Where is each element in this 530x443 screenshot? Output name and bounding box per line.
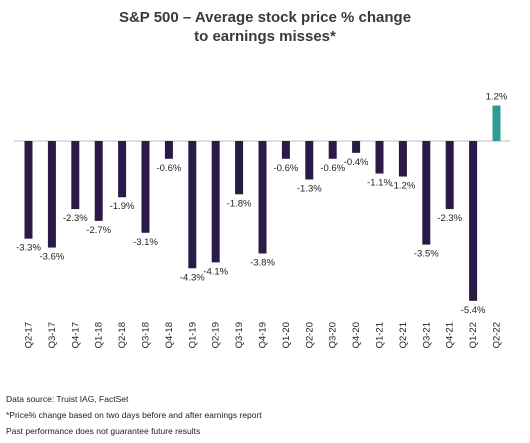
footnote-disclaimer: Past performance does not guarantee futu… [6, 426, 201, 436]
x-tick-label: Q3-19 [234, 322, 245, 348]
bar [328, 141, 337, 159]
bar [235, 141, 244, 195]
data-label: -5.4% [461, 305, 486, 316]
data-label: -3.3% [16, 243, 41, 254]
bar [118, 141, 127, 198]
bar [375, 141, 384, 174]
data-label: -1.2% [390, 181, 415, 192]
bar [469, 141, 478, 301]
data-label: -0.6% [320, 163, 345, 174]
x-tick-label: Q1-18 [94, 322, 105, 348]
bar [164, 141, 173, 159]
bar [445, 141, 454, 210]
x-tick-label: Q1-21 [375, 322, 386, 348]
data-label: -2.3% [63, 213, 88, 224]
x-tick-label: Q1-19 [187, 322, 198, 348]
bar [352, 141, 361, 153]
bar [305, 141, 314, 180]
x-tick-label: Q4-20 [351, 322, 362, 348]
x-tick-label: Q3-17 [47, 322, 58, 348]
x-tick-label: Q2-17 [24, 322, 35, 348]
bar [24, 141, 33, 239]
data-label: 1.2% [486, 91, 508, 102]
data-label: -3.8% [250, 257, 275, 268]
data-label: -1.9% [110, 201, 135, 212]
bar [141, 141, 150, 233]
data-label: -1.1% [367, 178, 392, 189]
data-label: -1.8% [227, 198, 252, 209]
data-label: -2.7% [86, 225, 111, 236]
chart-subtitle: to earnings misses* [194, 28, 336, 45]
x-tick-label: Q4-18 [164, 322, 175, 348]
bar [47, 141, 56, 248]
bar [188, 141, 197, 269]
x-tick-label: Q1-22 [468, 322, 479, 348]
bar [94, 141, 103, 221]
bar [492, 105, 501, 141]
footnote-price-change: *Price% change based on two days before … [6, 410, 262, 420]
x-tick-label: Q3-20 [328, 322, 339, 348]
chart-title: S&P 500 – Average stock price % change [118, 9, 412, 26]
x-tick-label: Q2-20 [304, 322, 315, 348]
bar [281, 141, 290, 159]
bar [71, 141, 80, 210]
bar [398, 141, 407, 177]
data-label: -0.6% [273, 163, 298, 174]
bar [422, 141, 431, 245]
data-label: -3.6% [39, 252, 64, 263]
footnote-data-source: Data source: Truist IAG, FactSet [6, 394, 129, 404]
x-tick-label: Q2-21 [398, 322, 409, 348]
x-tick-label: Q4-19 [258, 322, 269, 348]
bar [258, 141, 267, 254]
data-label: -2.3% [437, 213, 462, 224]
x-tick-label: Q4-17 [70, 322, 81, 348]
x-tick-label: Q2-22 [492, 322, 503, 348]
bar [211, 141, 220, 263]
x-tick-label: Q1-20 [281, 322, 292, 348]
data-label: -0.6% [156, 163, 181, 174]
data-label: -3.5% [414, 249, 439, 260]
x-tick-label: Q3-21 [421, 322, 432, 348]
x-tick-label: Q2-19 [211, 322, 222, 348]
x-tick-label: Q4-21 [445, 322, 456, 348]
bar-chart: -3.3% Q2-17 -3.6% Q3-17 -2.3% Q4-17 -2.7% Q1-18… [14, 91, 511, 348]
data-label: -4.3% [180, 272, 205, 283]
data-label: -3.1% [133, 237, 158, 248]
data-label: -0.4% [344, 157, 369, 168]
data-label: -4.1% [203, 266, 228, 277]
x-tick-label: Q2-18 [117, 322, 128, 348]
x-tick-label: Q3-18 [141, 322, 152, 348]
data-label: -1.3% [297, 183, 322, 194]
